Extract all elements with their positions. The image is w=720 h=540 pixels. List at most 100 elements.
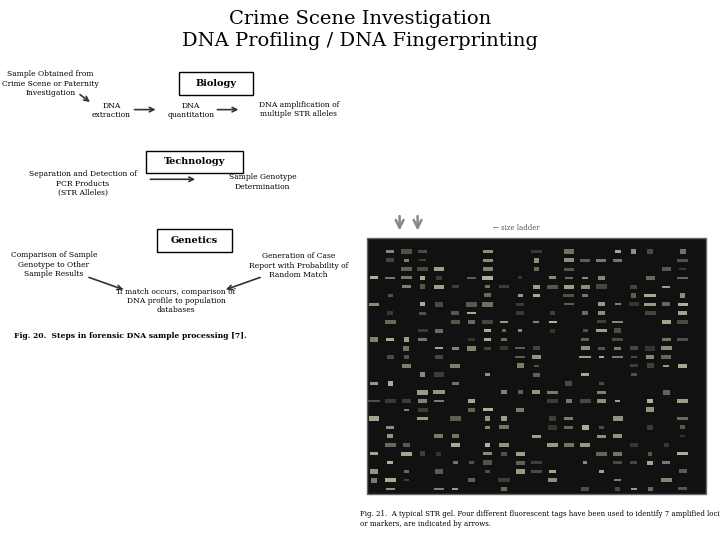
Bar bbox=[677, 452, 688, 455]
Bar bbox=[500, 416, 507, 421]
Bar bbox=[468, 338, 474, 341]
Bar bbox=[485, 373, 490, 376]
Bar bbox=[434, 434, 444, 438]
Bar bbox=[452, 488, 458, 490]
Bar bbox=[582, 294, 588, 297]
Bar bbox=[369, 453, 379, 455]
Bar bbox=[647, 249, 653, 254]
Bar bbox=[631, 488, 637, 490]
Bar bbox=[615, 303, 621, 306]
Bar bbox=[482, 320, 493, 323]
Bar bbox=[680, 426, 685, 429]
Text: Generation of Case
Report with Probability of
Random Match: Generation of Case Report with Probabili… bbox=[249, 253, 348, 279]
Bar bbox=[502, 329, 506, 332]
Bar bbox=[435, 347, 444, 349]
Bar bbox=[647, 425, 654, 430]
Bar bbox=[420, 275, 426, 280]
Bar bbox=[482, 267, 492, 271]
Bar bbox=[516, 452, 525, 456]
Bar bbox=[518, 329, 523, 332]
Bar bbox=[384, 478, 395, 482]
Bar bbox=[516, 461, 525, 464]
Bar bbox=[467, 346, 475, 350]
Bar bbox=[433, 372, 444, 377]
Bar bbox=[534, 321, 539, 323]
Bar bbox=[534, 258, 539, 262]
Bar bbox=[518, 276, 523, 279]
Bar bbox=[418, 329, 428, 332]
Bar bbox=[434, 488, 444, 490]
Bar bbox=[646, 408, 654, 412]
Bar bbox=[436, 452, 441, 456]
Text: DNA Profiling / DNA Fingerprinting: DNA Profiling / DNA Fingerprinting bbox=[182, 31, 538, 50]
Bar bbox=[404, 409, 409, 411]
Bar bbox=[647, 461, 653, 464]
Bar bbox=[466, 302, 477, 307]
Bar bbox=[662, 302, 670, 306]
Bar bbox=[370, 338, 378, 341]
Bar bbox=[402, 399, 410, 403]
Bar bbox=[613, 416, 623, 421]
Bar bbox=[485, 443, 490, 447]
Bar bbox=[677, 259, 688, 262]
Bar bbox=[678, 469, 687, 474]
Bar bbox=[596, 329, 606, 332]
Bar bbox=[613, 259, 622, 261]
Bar bbox=[678, 399, 688, 403]
Bar bbox=[614, 479, 621, 481]
Bar bbox=[615, 487, 620, 491]
Bar bbox=[418, 251, 427, 253]
Bar bbox=[386, 249, 394, 253]
Bar bbox=[661, 478, 672, 482]
Bar bbox=[370, 382, 377, 386]
Bar bbox=[404, 259, 409, 262]
Bar bbox=[532, 390, 541, 394]
Bar bbox=[679, 268, 686, 271]
Bar bbox=[433, 390, 444, 394]
Bar bbox=[661, 355, 672, 359]
FancyBboxPatch shape bbox=[146, 151, 243, 173]
Bar bbox=[451, 285, 459, 288]
Bar bbox=[469, 461, 474, 464]
Bar bbox=[417, 390, 428, 395]
Bar bbox=[564, 426, 573, 429]
Bar bbox=[468, 320, 474, 324]
Bar bbox=[483, 408, 492, 411]
Bar bbox=[614, 347, 621, 350]
Bar bbox=[499, 426, 509, 429]
Bar bbox=[387, 355, 394, 359]
Bar bbox=[598, 302, 605, 306]
Bar bbox=[678, 311, 688, 315]
Bar bbox=[631, 285, 637, 289]
Bar bbox=[369, 276, 379, 279]
Bar bbox=[367, 238, 706, 494]
Bar bbox=[485, 470, 490, 473]
Bar bbox=[645, 346, 655, 350]
Bar bbox=[483, 453, 492, 455]
Bar bbox=[533, 346, 540, 350]
Bar bbox=[596, 452, 607, 456]
Bar bbox=[565, 276, 572, 279]
Bar bbox=[498, 478, 510, 482]
Text: Fig. 21.  A typical STR gel. Four different fluorescent tags have been used to i: Fig. 21. A typical STR gel. Four differe… bbox=[360, 510, 720, 518]
Bar bbox=[631, 249, 636, 254]
Bar bbox=[532, 435, 541, 438]
Bar bbox=[420, 285, 426, 289]
Bar bbox=[534, 267, 539, 271]
Bar bbox=[370, 469, 378, 474]
Bar bbox=[564, 258, 574, 262]
Bar bbox=[516, 469, 525, 474]
Bar bbox=[597, 320, 606, 323]
Bar bbox=[662, 338, 670, 341]
Bar bbox=[612, 338, 624, 341]
Bar bbox=[499, 443, 508, 447]
Bar bbox=[450, 364, 460, 368]
Bar bbox=[677, 320, 688, 323]
Bar bbox=[598, 356, 604, 358]
Bar bbox=[387, 338, 394, 341]
Bar bbox=[613, 321, 623, 323]
Bar bbox=[369, 416, 379, 421]
Bar bbox=[420, 302, 425, 306]
Bar bbox=[630, 443, 638, 447]
Bar bbox=[436, 276, 442, 280]
